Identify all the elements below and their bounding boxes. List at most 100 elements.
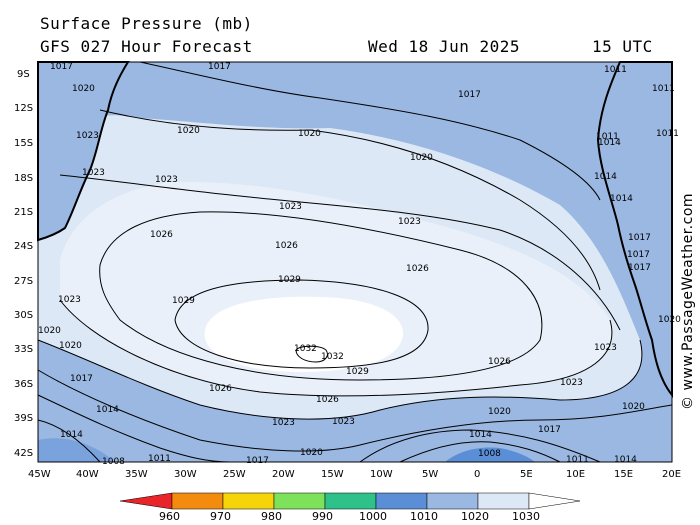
isobar-label: 1011 <box>652 84 675 94</box>
isobar-label: 1017 <box>70 374 93 384</box>
trough-region <box>445 447 535 462</box>
lon-tick-label: 25W <box>223 469 246 480</box>
isobar-label: 1023 <box>398 217 421 227</box>
lon-tick-label: 40W <box>76 469 99 480</box>
isobar-label: 1014 <box>594 172 617 182</box>
isobar-label: 1011 <box>604 65 627 75</box>
isobar-label: 1020 <box>300 448 323 458</box>
lat-tick-label: 39S <box>14 413 33 424</box>
lon-tick-label: 10W <box>370 469 393 480</box>
lat-tick-label: 42S <box>14 448 33 459</box>
lat-tick-label: 33S <box>14 344 33 355</box>
isobar-label: 1026 <box>406 264 429 274</box>
lat-tick-label: 36S <box>14 379 33 390</box>
isobar-label: 1017 <box>458 90 481 100</box>
lat-tick-label: 27S <box>14 276 33 287</box>
isobar-label: 1023 <box>594 343 617 353</box>
isobar-label: 1008 <box>478 449 501 459</box>
trough-region-west <box>38 438 115 462</box>
isobar-label: 1029 <box>278 275 301 285</box>
isobar-label: 1020 <box>72 84 95 94</box>
lat-tick-label: 18S <box>14 173 33 184</box>
forecast-time: 15 UTC <box>592 37 653 56</box>
isobar-label: 1023 <box>76 131 99 141</box>
lon-tick-label: 10E <box>566 469 585 480</box>
isobar-label: 1017 <box>50 62 73 72</box>
isobar-label: 1014 <box>610 194 633 204</box>
colorbar-label: 970 <box>210 510 231 523</box>
forecast-subtitle: GFS 027 Hour Forecast <box>40 37 253 56</box>
isobar-label: 1023 <box>58 295 81 305</box>
colorbar-low-arrow <box>119 492 173 510</box>
isobar-label: 1017 <box>246 456 269 466</box>
africa-land <box>596 61 673 398</box>
colorbar-swatch <box>171 492 224 510</box>
colorbar-swatch <box>222 492 275 510</box>
isobar-label: 1026 <box>316 395 339 405</box>
isobar-label: 1017 <box>628 233 651 243</box>
colorbar-swatch <box>375 492 428 510</box>
isobar-label: 1032 <box>321 352 344 362</box>
map-frame <box>37 61 673 463</box>
isobar-label: 1014 <box>60 430 83 440</box>
isobar-label: 1029 <box>346 367 369 377</box>
isobar-label: 1029 <box>172 296 195 306</box>
colorbar-swatch <box>477 492 530 510</box>
isobar-labels: 1017 1017 1020 1017 1023 1020 1020 1020 … <box>38 62 681 467</box>
isobar-label: 1020 <box>622 402 645 412</box>
isobar-label: 1026 <box>150 230 173 240</box>
region-1023 <box>60 181 612 396</box>
lon-tick-label: 0 <box>474 469 480 480</box>
isobar-label: 1020 <box>59 341 82 351</box>
longitude-axis: 45W 40W 35W 30W 25W 20W 15W 10W 5W 0 5E … <box>28 469 681 480</box>
colorbar-label: 960 <box>159 510 180 523</box>
isobar-label: 1026 <box>488 357 511 367</box>
colorbar-label: 1000 <box>359 510 387 523</box>
colorbar-swatch <box>273 492 326 510</box>
lat-tick-label: 24S <box>14 241 33 252</box>
latitude-axis: 9S 12S 15S 18S 21S 24S 27S 30S 33S 36S 3… <box>14 69 33 459</box>
isobar-label: 1023 <box>272 418 295 428</box>
lat-tick-label: 30S <box>14 310 33 321</box>
isobar-label: 1017 <box>628 263 651 273</box>
lon-tick-label: 15E <box>614 469 633 480</box>
lon-tick-label: 20W <box>272 469 295 480</box>
isobar-label: 1017 <box>538 425 561 435</box>
isobar-label: 1017 <box>627 250 650 260</box>
colorbar-label: 1030 <box>512 510 540 523</box>
isobar-label: 1020 <box>488 407 511 417</box>
lat-tick-label: 21S <box>14 207 33 218</box>
high-pressure-core <box>204 296 404 372</box>
colorbar-swatch <box>426 492 479 510</box>
isobar-label: 1014 <box>598 138 621 148</box>
isobar-label: 1023 <box>560 378 583 388</box>
isobar-label: 1020 <box>38 326 61 336</box>
colorbar-label: 1010 <box>410 510 438 523</box>
isobar-label: 1014 <box>96 405 119 415</box>
lon-tick-label: 5W <box>422 469 438 480</box>
lon-tick-label: 15W <box>321 469 344 480</box>
lon-tick-label: 45W <box>28 469 51 480</box>
isobar-label: 1026 <box>275 241 298 251</box>
isobar-label: 1020 <box>658 315 681 325</box>
isobar-label: 1023 <box>279 202 302 212</box>
isobar-label: 1014 <box>469 430 492 440</box>
south-america-land <box>37 61 130 242</box>
isobar-label: 1023 <box>82 168 105 178</box>
isobar-label: 1014 <box>614 455 637 465</box>
lat-tick-label: 15S <box>14 138 33 149</box>
isobar-label: 1020 <box>298 129 321 139</box>
isobar-label: 1032 <box>294 344 317 354</box>
colorbar-high-arrow <box>528 492 581 510</box>
colorbar-label: 990 <box>312 510 333 523</box>
colorbar-label: 980 <box>261 510 282 523</box>
lat-tick-label: 9S <box>17 69 30 80</box>
isobar-label: 1017 <box>208 62 231 72</box>
site-credit: © www.PassageWeather.com <box>680 192 696 410</box>
lat-tick-label: 12S <box>14 103 33 114</box>
colorbar-label: 1020 <box>461 510 489 523</box>
map-title: Surface Pressure (mb) <box>40 14 253 33</box>
isobar-label: 1026 <box>209 384 232 394</box>
isobar-label: 1020 <box>410 153 433 163</box>
